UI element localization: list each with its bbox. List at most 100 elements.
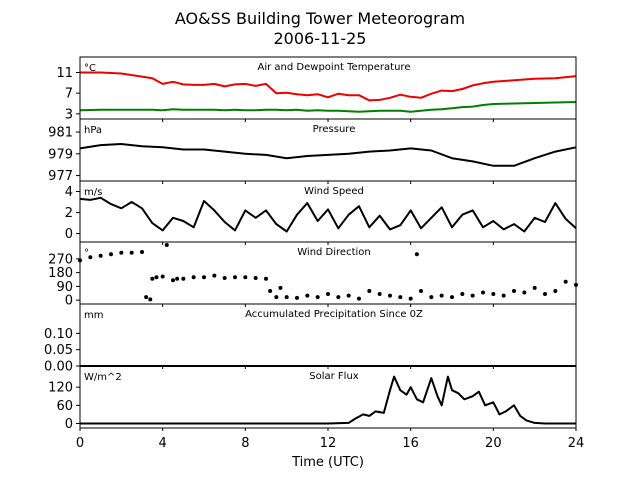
pressure-ytick-label: 981	[48, 126, 73, 141]
wind-direction-point	[481, 290, 485, 295]
wind-direction-unit-label: °	[84, 248, 89, 259]
temperature-series-line-1	[79, 101, 577, 113]
wind-direction-point	[532, 285, 537, 290]
x-axis-label: Time (UTC)	[291, 455, 364, 470]
temperature-series-line-0	[80, 71, 577, 102]
panel-solar-flux: 0 60 120 0 4 8 12 16 20 24 W/m^2 Solar Flux	[48, 365, 585, 451]
wind-direction-point	[377, 292, 382, 297]
wind-direction-point	[439, 293, 444, 298]
wind-direction-point	[305, 293, 310, 298]
wind-direction-point	[253, 275, 258, 280]
xtick-label: 20	[485, 436, 502, 451]
wind-direction-point	[388, 293, 392, 298]
wind-direction-point	[222, 275, 227, 280]
solar-flux-ytick-label: 0	[65, 417, 73, 432]
panel-wind-speed: 0 2 4 m/s Wind Speed	[65, 180, 577, 245]
wind-direction-point	[140, 249, 144, 254]
wind-direction-point	[284, 295, 289, 300]
wind-direction-point	[357, 296, 361, 301]
xtick-label: 12	[320, 436, 337, 451]
precipitation-panel-title: Accumulated Precipitation Since 0Z	[245, 309, 423, 320]
wind-speed-unit-label: m/s	[84, 187, 102, 198]
wind-direction-point	[470, 293, 475, 298]
solar-flux-axes-frame	[79, 365, 577, 429]
precipitation-ytick-label: 0.10	[44, 327, 73, 342]
wind-direction-point	[181, 276, 186, 281]
solar-flux-series-line-0	[80, 375, 576, 425]
xtick-label: 0	[76, 436, 84, 451]
wind-direction-point	[543, 292, 547, 297]
temperature-ytick-label: 11	[56, 66, 73, 81]
wind-direction-point	[171, 278, 175, 283]
panel-temperature: 3 7 11 °C Air and Dewpoint Temperature	[56, 56, 577, 122]
pressure-unit-label: hPa	[84, 125, 102, 136]
wind-direction-point	[150, 276, 155, 281]
wind-speed-ytick-label: 2	[65, 206, 73, 221]
wind-direction-point	[212, 273, 217, 278]
precipitation-ytick-label: 0.00	[44, 360, 73, 375]
wind-direction-point	[268, 288, 273, 293]
wind-direction-point	[367, 288, 372, 293]
temperature-unit-label: °C	[84, 63, 96, 74]
solar-flux-unit-label: W/m^2	[84, 372, 122, 383]
wind-speed-ytick-label: 0	[65, 227, 73, 242]
wind-direction-point	[98, 253, 103, 258]
wind-direction-point	[522, 290, 527, 295]
wind-direction-point	[119, 250, 124, 255]
wind-direction-point	[278, 285, 283, 290]
wind-direction-point	[243, 275, 248, 280]
wind-direction-ytick-label: 180	[48, 266, 73, 281]
wind-direction-ytick-label: 0	[65, 294, 73, 309]
pressure-panel-title: Pressure	[313, 124, 356, 135]
solar-flux-ytick-label: 60	[56, 399, 73, 414]
wind-direction-point	[429, 295, 434, 300]
solar-flux-panel-title: Solar Flux	[309, 371, 359, 382]
wind-direction-point	[563, 279, 568, 284]
panel-stack: 3 7 11 °C Air and Dewpoint Temperature 977 979…	[44, 56, 585, 451]
pressure-ytick-label: 979	[48, 147, 73, 162]
wind-speed-series-line-0	[79, 196, 577, 233]
wind-direction-point	[419, 288, 423, 293]
xtick-label: 24	[568, 436, 585, 451]
pressure-ytick-label: 977	[48, 169, 73, 184]
wind-direction-point	[512, 288, 516, 293]
precipitation-unit-label: mm	[84, 310, 103, 321]
temperature-ytick-label: 7	[65, 87, 73, 102]
wind-direction-point	[408, 296, 413, 301]
figure-title: AO&SS Building Tower Meteorogram	[175, 9, 465, 28]
wind-direction-point	[501, 293, 506, 298]
wind-direction-point	[295, 295, 299, 300]
wind-direction-point	[336, 295, 341, 300]
wind-direction-panel-title: Wind Direction	[297, 247, 371, 258]
figure-subtitle: 2006-11-25	[274, 29, 367, 48]
wind-direction-point	[233, 275, 237, 280]
wind-direction-point	[202, 275, 206, 280]
wind-direction-point	[129, 250, 134, 255]
wind-direction-point	[346, 293, 351, 298]
wind-speed-ytick-label: 4	[65, 185, 73, 200]
xtick-label: 8	[241, 436, 249, 451]
wind-direction-point	[109, 252, 113, 257]
xtick-label: 16	[402, 436, 419, 451]
wind-direction-point	[414, 252, 419, 257]
wind-direction-point	[160, 274, 165, 279]
wind-speed-panel-title: Wind Speed	[304, 186, 364, 197]
wind-direction-point	[315, 295, 320, 300]
wind-direction-point	[398, 295, 403, 300]
panel-pressure: 977 979 981 hPa Pressure	[48, 118, 577, 184]
precipitation-ytick-label: 0.05	[44, 343, 73, 358]
wind-direction-point	[450, 295, 454, 300]
wind-direction-point	[264, 276, 268, 281]
wind-direction-point	[148, 297, 153, 302]
wind-direction-point	[88, 255, 93, 260]
wind-direction-point	[144, 295, 149, 300]
wind-direction-ytick-label: 270	[48, 252, 73, 267]
panel-precipitation: 0.00 0.050.10 mm Accumulated Precipitation …	[44, 303, 577, 375]
wind-direction-point	[326, 292, 330, 297]
temperature-ytick-label: 3	[65, 107, 73, 122]
wind-direction-point	[274, 295, 279, 300]
wind-direction-point	[175, 276, 180, 281]
wind-direction-point	[164, 243, 169, 248]
